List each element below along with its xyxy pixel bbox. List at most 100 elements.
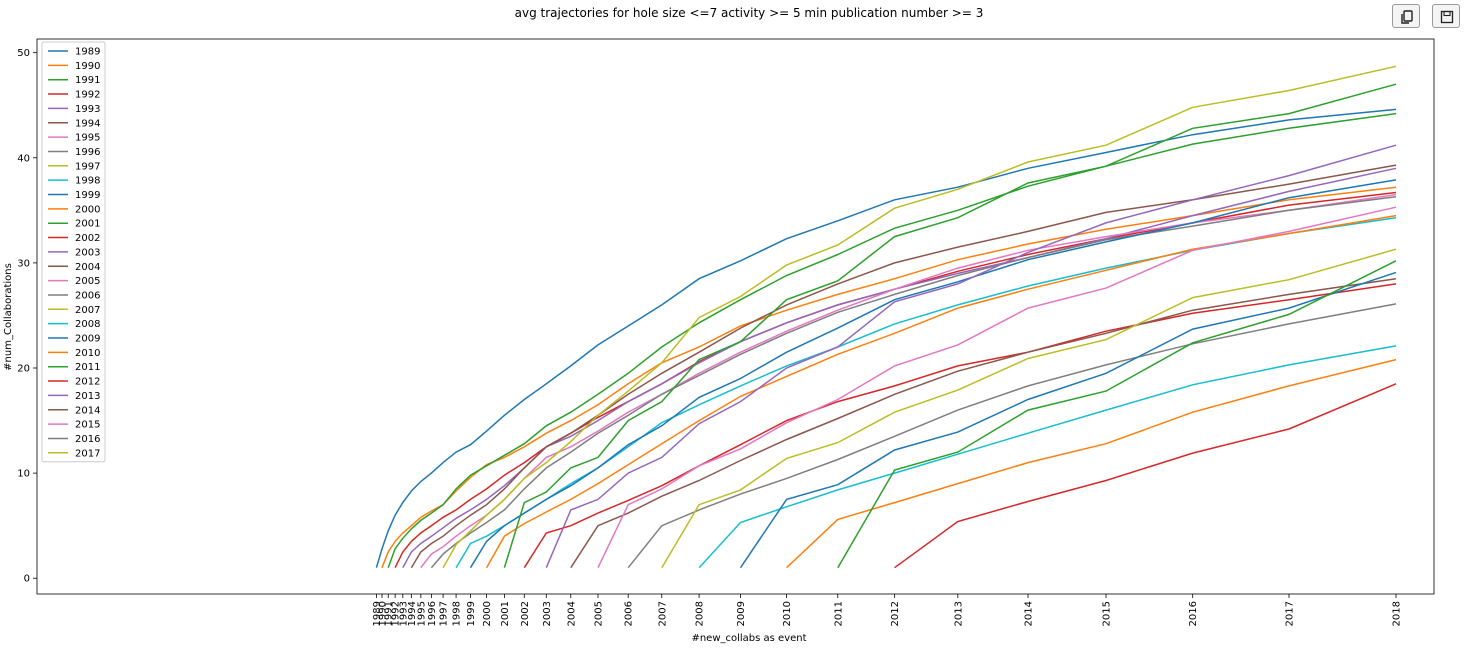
legend-label: 2017: [75, 448, 100, 459]
series-line-1991: [387, 112, 1397, 568]
legend-label: 2012: [75, 377, 100, 388]
series-line-2011: [837, 260, 1397, 569]
x-tick-label: 1993: [398, 601, 409, 626]
x-tick-label: 1995: [416, 601, 427, 626]
x-tick-label: 2018: [1392, 601, 1403, 626]
series-line-1992: [394, 191, 1397, 569]
x-tick-label: 2013: [953, 601, 964, 626]
x-tick-label: 2000: [482, 601, 493, 626]
x-tick-label: 2012: [890, 601, 901, 626]
y-tick-label: 40: [17, 153, 30, 164]
x-tick-label: 2017: [1285, 601, 1296, 626]
series-line-2005: [597, 206, 1397, 569]
x-tick-label: 2014: [1024, 601, 1035, 626]
legend-label: 1992: [75, 90, 100, 101]
series-line-1993: [402, 167, 1397, 569]
legend-label: 2014: [75, 405, 100, 416]
x-tick-label: 1992: [391, 601, 402, 626]
plot-frame: [36, 38, 1435, 595]
series-line-2004: [570, 277, 1397, 569]
x-tick-label: 1991: [384, 601, 395, 626]
x-tick-label: 2009: [736, 601, 747, 626]
y-tick-label: 10: [17, 469, 30, 480]
series-line-2001: [503, 83, 1397, 568]
series-line-2007: [661, 248, 1397, 569]
series-line-2008: [698, 345, 1397, 569]
legend-label: 1995: [75, 133, 100, 144]
x-tick-label: 1996: [427, 601, 438, 626]
x-tick-label: 2001: [500, 601, 511, 626]
save-button[interactable]: [1432, 4, 1460, 28]
legend-label: 1994: [75, 118, 100, 129]
legend-label: 2001: [75, 219, 100, 230]
x-tick-label: 2016: [1188, 601, 1199, 626]
legend-label: 2009: [75, 334, 100, 345]
x-tick-label: 2011: [833, 601, 844, 626]
legend-label: 2007: [75, 305, 100, 316]
x-tick-label: 2003: [542, 601, 553, 626]
copy-button[interactable]: [1392, 4, 1420, 28]
x-tick-label: 2006: [624, 601, 635, 626]
series-line-2012: [894, 383, 1397, 569]
legend: 1989 1990 1991 1992 1993 1994 1995 1996 1997 1998…: [41, 41, 106, 463]
legend-label: 1997: [75, 161, 100, 172]
legend-label: 1996: [75, 147, 100, 158]
series-line-2009: [739, 271, 1397, 569]
series-layer: [375, 65, 1397, 569]
x-tick-label: 2008: [695, 601, 706, 626]
x-tick-label: 2010: [782, 601, 793, 626]
legend-label: 2000: [75, 204, 100, 215]
series-line-1999: [469, 179, 1397, 569]
x-tick-label: 2015: [1102, 601, 1113, 626]
legend-label: 2002: [75, 233, 100, 244]
x-axis-label: #new_collabs as event: [691, 633, 806, 644]
legend-label: 2003: [75, 247, 100, 258]
legend-label: 2005: [75, 276, 100, 287]
y-tick-label: 0: [24, 574, 30, 585]
legend-label: 1990: [75, 61, 100, 72]
legend-label: 2016: [75, 434, 100, 445]
x-tick-label: 1989: [372, 601, 383, 626]
series-line-1990: [381, 186, 1397, 568]
legend-box: [41, 41, 106, 463]
legend-label: 1998: [75, 176, 100, 187]
x-tick-label: 2005: [594, 601, 605, 626]
legend-label: 2004: [75, 262, 100, 273]
legend-label: 1993: [75, 104, 100, 115]
y-tick-label: 50: [17, 48, 30, 59]
legend-label: 1991: [75, 75, 100, 86]
y-tick-label: 30: [17, 258, 30, 269]
legend-label: 2010: [75, 348, 100, 359]
x-tick-label: 1998: [452, 601, 463, 626]
legend-label: 1989: [75, 47, 100, 58]
x-tick-label: 1999: [466, 601, 477, 626]
x-tick-label: 1997: [439, 601, 450, 626]
series-line-2000: [485, 214, 1397, 569]
x-tick-label: 2004: [566, 601, 577, 626]
series-line-2002: [523, 283, 1397, 569]
series-line-2006: [627, 303, 1397, 569]
legend-label: 2015: [75, 420, 100, 431]
series-line-1997: [442, 65, 1397, 569]
series-line-1994: [410, 164, 1397, 569]
y-tick-label: 20: [17, 364, 30, 375]
x-tick-label: 2007: [657, 601, 668, 626]
y-axis-label: #num_Collaborations: [3, 263, 14, 371]
legend-label: 2011: [75, 362, 100, 373]
legend-label: 2006: [75, 290, 100, 301]
series-line-1996: [430, 195, 1397, 569]
legend-label: 2008: [75, 319, 100, 330]
series-line-2003: [545, 144, 1397, 568]
series-line-1989: [375, 108, 1397, 568]
x-tick-label: 1990: [378, 601, 389, 626]
x-tick-label: 2002: [520, 601, 531, 626]
x-tick-label: 1994: [407, 601, 418, 626]
copy-icon: [1401, 10, 1413, 24]
legend-label: 1999: [75, 190, 100, 201]
chart-title: avg trajectories for hole size <=7 activ…: [515, 6, 984, 20]
series-line-2010: [786, 358, 1397, 569]
floppy-disk-icon: [1440, 10, 1454, 24]
series-line-1998: [455, 216, 1397, 569]
